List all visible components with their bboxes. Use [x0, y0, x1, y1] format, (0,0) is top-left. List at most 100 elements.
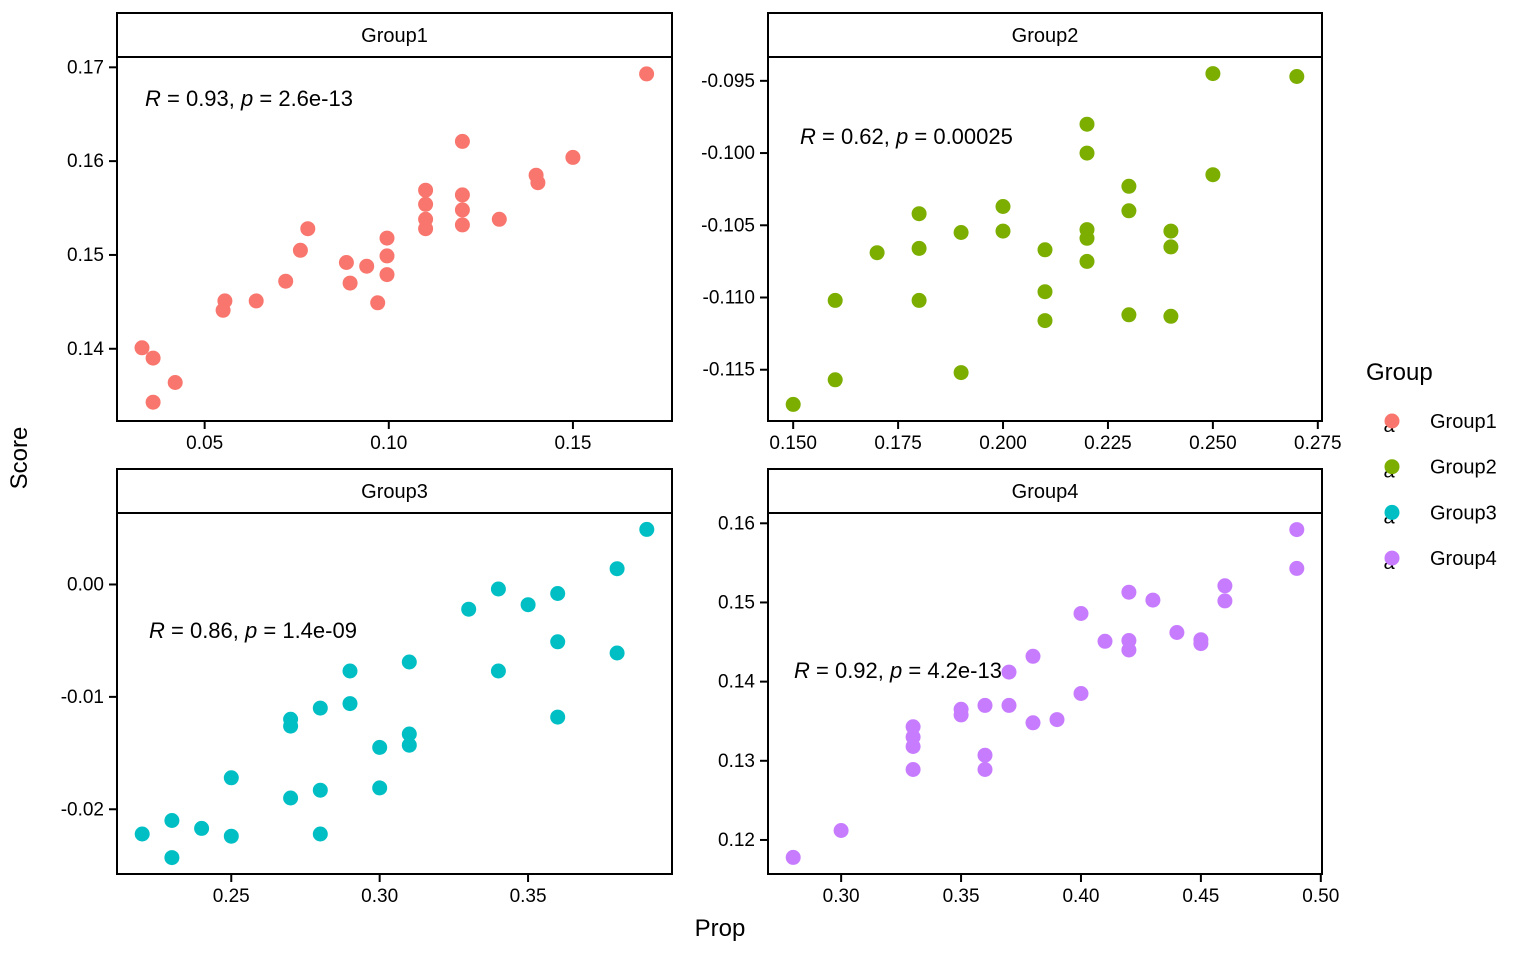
x-axis-title: Prop: [695, 915, 746, 942]
data-point: [223, 770, 239, 786]
data-point: [1037, 284, 1053, 300]
data-point: [911, 206, 927, 222]
data-point: [1121, 203, 1137, 219]
data-point: [1163, 308, 1179, 324]
data-point: [491, 211, 507, 227]
y-axis-tick-label: -0.01: [61, 687, 104, 708]
x-axis-tick-label: 0.10: [370, 433, 407, 454]
legend-key-point: [1384, 550, 1400, 566]
data-point: [379, 248, 395, 264]
data-point: [312, 782, 328, 798]
x-axis-tick-label: 0.30: [823, 886, 860, 907]
data-point: [223, 828, 239, 844]
data-point: [869, 245, 885, 261]
legend-item-label: Group4: [1430, 548, 1497, 570]
data-point: [639, 66, 655, 82]
legend-layer: Group aGroup1 aGroup2 aGroup3 aGroup4: [1366, 359, 1497, 574]
data-point: [827, 372, 843, 388]
data-point: [1169, 625, 1185, 640]
legend-title: Group: [1366, 359, 1433, 386]
data-point: [1001, 664, 1017, 680]
x-axis-tick-label: 0.15: [554, 433, 591, 454]
data-point: [911, 292, 927, 308]
data-point: [1121, 584, 1137, 600]
data-point: [995, 199, 1011, 214]
y-axis-tick-label: -0.100: [701, 143, 755, 164]
data-point: [609, 561, 625, 577]
facet-strip: [116, 468, 673, 514]
data-point: [953, 365, 969, 381]
data-point: [164, 850, 180, 866]
data-point: [1193, 636, 1209, 652]
data-point: [342, 663, 358, 679]
data-point: [550, 709, 566, 725]
data-point: [550, 634, 566, 650]
data-point: [379, 267, 395, 283]
y-axis-tick-label: -0.02: [61, 799, 104, 820]
y-axis-tick-label: -0.110: [703, 288, 755, 309]
x-axis-tick-label: 0.175: [874, 433, 922, 454]
data-point: [1289, 522, 1305, 538]
panel-border: [767, 512, 1323, 875]
facet-strip-label: Group4: [1012, 481, 1079, 503]
data-point: [134, 826, 150, 842]
legend-item-group4: aGroup4: [1383, 548, 1496, 574]
data-point: [342, 275, 358, 291]
data-point: [312, 700, 328, 716]
data-point: [248, 293, 264, 309]
panel-border: [116, 512, 673, 875]
x-axis-tick-label: 0.50: [1302, 886, 1339, 907]
data-point: [283, 718, 299, 734]
data-point: [401, 654, 417, 670]
data-point: [312, 826, 328, 842]
data-point: [1145, 592, 1161, 608]
data-point: [1217, 593, 1233, 609]
data-point: [490, 581, 506, 597]
correlation-annotation: R = 0.93, p = 2.6e-13: [145, 86, 353, 111]
panel-border: [116, 56, 673, 422]
facet-strip-label: Group2: [1012, 25, 1079, 47]
x-axis-tick-label: 0.45: [1182, 886, 1219, 907]
x-axis-tick-label: 0.200: [979, 433, 1027, 454]
data-point: [454, 187, 470, 203]
y-axis-tick-label: 0.14: [67, 339, 104, 360]
data-point: [370, 295, 386, 311]
data-point: [1079, 116, 1095, 132]
legend-item-label: Group2: [1430, 457, 1497, 479]
y-axis-tick-label: -0.115: [703, 360, 755, 381]
data-point: [953, 707, 969, 723]
data-point: [639, 521, 655, 537]
data-point: [283, 790, 299, 806]
legend-key-point: [1384, 504, 1400, 520]
y-axis-tick-label: 0.16: [718, 513, 755, 534]
data-point: [1073, 686, 1089, 701]
x-axis-tick-label: 0.250: [1189, 433, 1237, 454]
data-point: [905, 739, 921, 754]
data-point: [520, 597, 536, 613]
x-axis-tick-label: 0.225: [1084, 433, 1132, 454]
data-point: [215, 302, 231, 318]
data-point: [1079, 253, 1095, 269]
data-point: [401, 726, 417, 742]
x-axis-tick-label: 0.25: [213, 886, 250, 907]
data-point: [278, 273, 294, 289]
data-point: [454, 133, 470, 149]
correlation-annotation: R = 0.62, p = 0.00025: [800, 124, 1013, 149]
data-point: [550, 586, 566, 601]
data-point: [418, 196, 434, 212]
data-point: [1289, 69, 1305, 84]
data-point: [372, 780, 388, 796]
legend-item-group2: aGroup2: [1383, 457, 1496, 483]
x-axis-tick-label: 0.35: [943, 886, 980, 907]
data-point: [1121, 307, 1137, 323]
data-point: [785, 396, 801, 412]
y-axis-tick-label: 0.12: [718, 830, 755, 851]
y-axis-tick-label: 0.14: [718, 672, 755, 693]
data-point: [1079, 230, 1095, 246]
data-point: [977, 697, 993, 713]
facet-panel-group1: Group1 0.05 0.10 0.15 0.14 0.15 0.16 0.17 R = 0.…: [67, 12, 673, 454]
data-point: [1073, 606, 1089, 621]
y-axis-tick-label: 0.17: [67, 57, 104, 78]
y-axis-tick-label: 0.15: [67, 245, 104, 266]
y-axis-tick-label: -0.105: [701, 215, 755, 236]
